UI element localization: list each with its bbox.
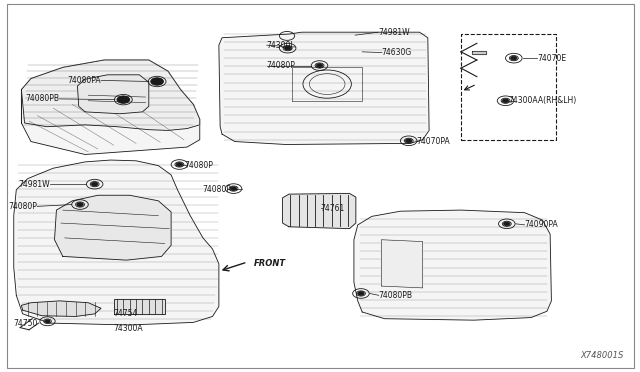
Polygon shape: [354, 210, 552, 320]
Text: 74080PB: 74080PB: [378, 291, 412, 300]
Circle shape: [502, 99, 509, 103]
Text: 74761: 74761: [321, 204, 345, 213]
Polygon shape: [13, 160, 219, 325]
Polygon shape: [283, 193, 356, 229]
Circle shape: [45, 320, 50, 323]
Polygon shape: [21, 60, 200, 154]
Text: 74630G: 74630G: [381, 48, 412, 57]
Text: 74300AA(RH&LH): 74300AA(RH&LH): [509, 96, 577, 105]
Text: 74981W: 74981W: [378, 28, 410, 37]
Circle shape: [150, 78, 163, 85]
Polygon shape: [21, 301, 101, 317]
Text: 74070E: 74070E: [538, 54, 566, 62]
Circle shape: [176, 163, 182, 166]
Text: X748001S: X748001S: [580, 351, 623, 360]
Text: 74750: 74750: [13, 319, 37, 328]
Circle shape: [77, 203, 83, 206]
Polygon shape: [219, 32, 429, 144]
Circle shape: [406, 139, 412, 142]
Text: 74080P: 74080P: [184, 161, 212, 170]
Polygon shape: [77, 75, 149, 114]
Text: 74080PA: 74080PA: [67, 76, 101, 85]
Polygon shape: [114, 299, 164, 314]
Text: 74981W: 74981W: [19, 180, 50, 189]
Text: 74754: 74754: [114, 310, 138, 318]
Text: 74080P: 74080P: [8, 202, 37, 211]
Text: 74070PA: 74070PA: [417, 137, 450, 146]
Text: 74080PB: 74080PB: [26, 94, 60, 103]
Polygon shape: [381, 240, 423, 288]
Polygon shape: [472, 51, 486, 54]
Text: 74300A: 74300A: [114, 324, 143, 333]
Text: FRONT: FRONT: [254, 259, 286, 268]
Circle shape: [230, 187, 237, 190]
Circle shape: [285, 46, 291, 50]
Circle shape: [358, 292, 364, 295]
Polygon shape: [21, 60, 200, 131]
Polygon shape: [54, 195, 171, 260]
Text: 74090PA: 74090PA: [525, 221, 558, 230]
Text: 74300J: 74300J: [267, 41, 293, 50]
Circle shape: [504, 222, 510, 226]
Circle shape: [316, 64, 323, 67]
Circle shape: [117, 96, 130, 103]
Text: 74080P: 74080P: [267, 61, 296, 70]
Text: 74080P: 74080P: [203, 185, 232, 194]
Circle shape: [511, 56, 517, 60]
Circle shape: [92, 182, 98, 186]
